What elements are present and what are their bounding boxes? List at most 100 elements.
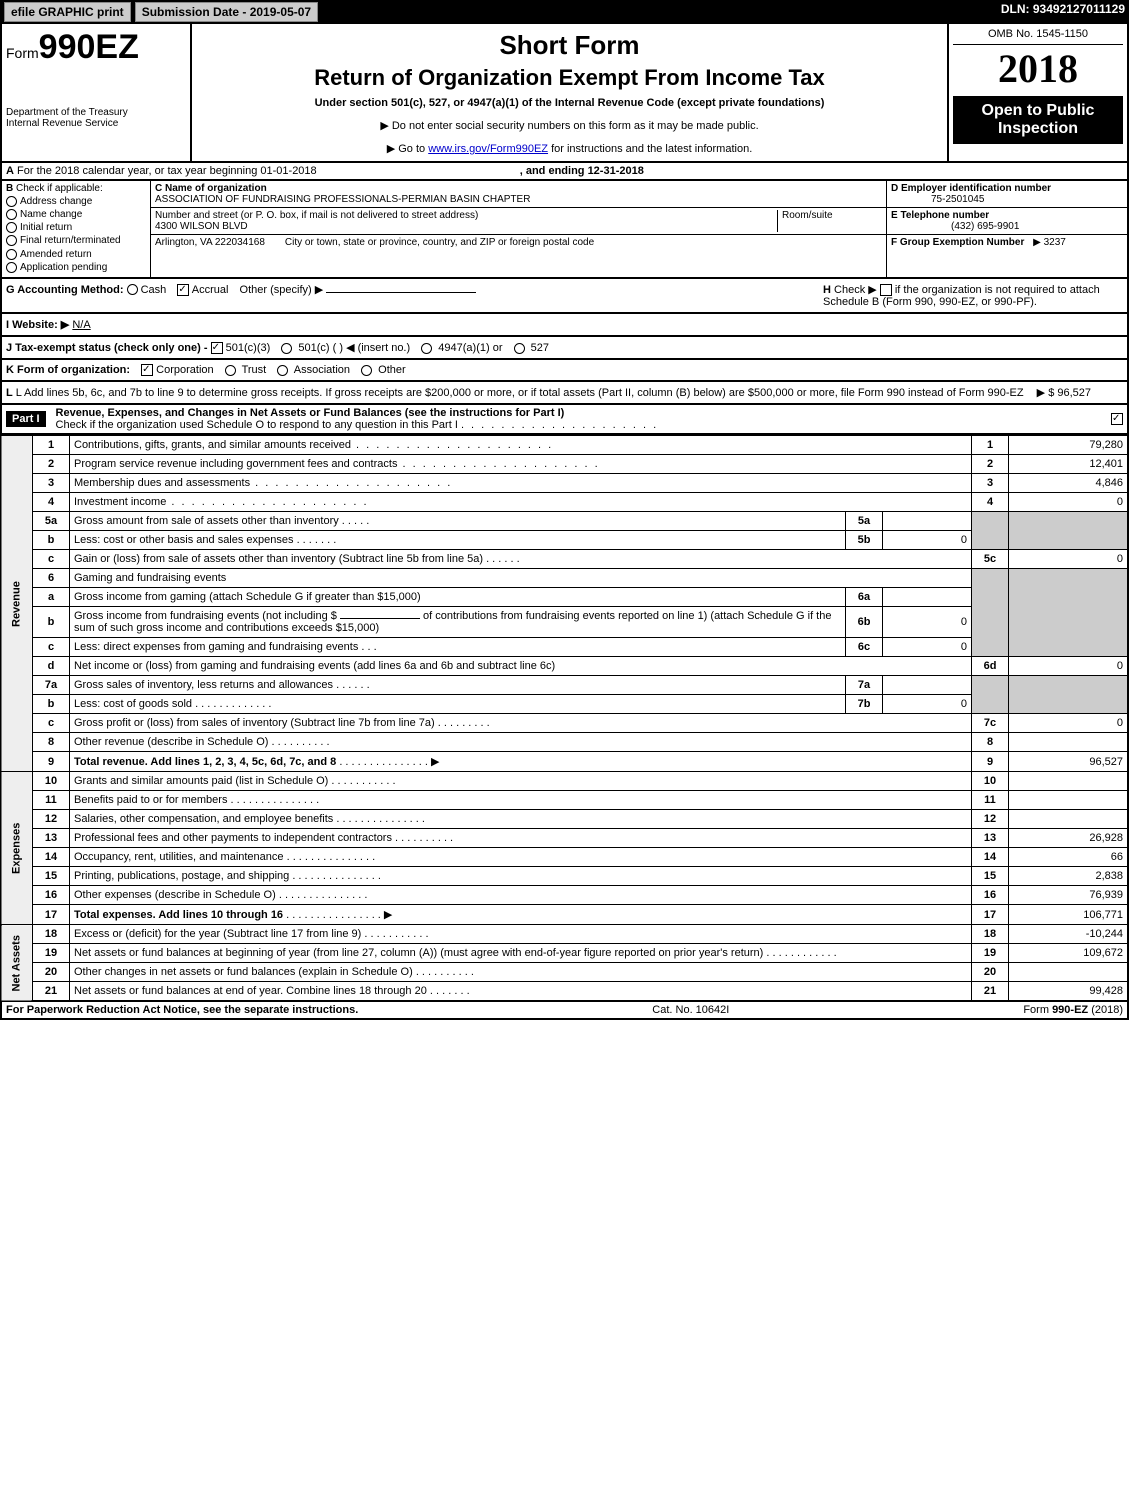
line10-num: 10 bbox=[33, 772, 70, 791]
line3-amount: 4,846 bbox=[1009, 474, 1129, 493]
line6a-sub: 6a bbox=[846, 588, 883, 607]
line6-shaded-amt bbox=[1009, 569, 1129, 657]
line16-num: 16 bbox=[33, 886, 70, 905]
irs-link[interactable]: www.irs.gov/Form990EZ bbox=[428, 143, 548, 155]
form-prefix: Form bbox=[6, 45, 39, 61]
chk-trust[interactable] bbox=[225, 365, 236, 376]
line11-num: 11 bbox=[33, 791, 70, 810]
chk-address-change[interactable]: Address change bbox=[6, 196, 146, 207]
line20-amount bbox=[1009, 963, 1129, 982]
col-b-mid: C Name of organization ASSOCIATION OF FU… bbox=[151, 181, 886, 277]
chk-527[interactable] bbox=[514, 343, 525, 354]
line5ab-shaded bbox=[972, 512, 1009, 550]
line11-box: 11 bbox=[972, 791, 1009, 810]
chk-final-return[interactable]: Final return/terminated bbox=[6, 235, 146, 246]
table-row: c Gain or (loss) from sale of assets oth… bbox=[1, 550, 1128, 569]
part1-checkbox[interactable] bbox=[1111, 413, 1123, 425]
table-row: 19 Net assets or fund balances at beginn… bbox=[1, 944, 1128, 963]
goto-post: for instructions and the latest informat… bbox=[548, 143, 752, 155]
line12-num: 12 bbox=[33, 810, 70, 829]
table-row: a Gross income from gaming (attach Sched… bbox=[1, 588, 1128, 607]
radio-cash[interactable] bbox=[127, 284, 138, 295]
submission-date-button[interactable]: Submission Date - 2019-05-07 bbox=[135, 2, 318, 22]
line6d-box: 6d bbox=[972, 657, 1009, 676]
line7c-box: 7c bbox=[972, 714, 1009, 733]
table-row: 8 Other revenue (describe in Schedule O)… bbox=[1, 733, 1128, 752]
chk-initial-return[interactable]: Initial return bbox=[6, 222, 146, 233]
row-l: L L Add lines 5b, 6c, and 7b to line 9 t… bbox=[0, 382, 1129, 405]
opt-501c: 501(c) ( ) ◀ (insert no.) bbox=[298, 342, 410, 354]
line6a-num: a bbox=[33, 588, 70, 607]
h-checkbox[interactable] bbox=[880, 284, 892, 296]
k-label: K Form of organization: bbox=[6, 364, 130, 376]
line3-num: 3 bbox=[33, 474, 70, 493]
dln-label: DLN: 93492127011129 bbox=[1001, 2, 1125, 22]
chk-4947[interactable] bbox=[421, 343, 432, 354]
table-row: Expenses 10 Grants and similar amounts p… bbox=[1, 772, 1128, 791]
line6a-subval bbox=[883, 588, 972, 607]
header-left: Form990EZ Department of the Treasury Int… bbox=[2, 24, 192, 161]
opt-4947: 4947(a)(1) or bbox=[438, 342, 502, 354]
line14-amount: 66 bbox=[1009, 848, 1129, 867]
table-row: 5a Gross amount from sale of assets othe… bbox=[1, 512, 1128, 531]
line18-amount: -10,244 bbox=[1009, 925, 1129, 944]
chk-corporation[interactable] bbox=[141, 364, 153, 376]
line4-amount: 0 bbox=[1009, 493, 1129, 512]
line7a-subval bbox=[883, 676, 972, 695]
line4-desc: Investment income bbox=[74, 496, 166, 508]
line6b-sub: 6b bbox=[846, 607, 883, 638]
header-right: OMB No. 1545-1150 2018 Open to Public In… bbox=[949, 24, 1127, 161]
row-j: J Tax-exempt status (check only one) - 5… bbox=[0, 337, 1129, 360]
line9-amount: 96,527 bbox=[1009, 752, 1129, 772]
open-line2: Inspection bbox=[955, 120, 1121, 138]
line6-shaded bbox=[972, 569, 1009, 657]
line8-amount bbox=[1009, 733, 1129, 752]
table-row: 2 Program service revenue including gove… bbox=[1, 455, 1128, 474]
line6b-blank[interactable] bbox=[340, 618, 420, 619]
line10-amount bbox=[1009, 772, 1129, 791]
chk-amended-return[interactable]: Amended return bbox=[6, 249, 146, 260]
city-state: Arlington, VA 222034168 bbox=[155, 237, 265, 248]
table-row: 17 Total expenses. Add lines 10 through … bbox=[1, 905, 1128, 925]
line8-desc: Other revenue (describe in Schedule O) bbox=[74, 736, 268, 748]
accrual-label: Accrual bbox=[192, 284, 229, 296]
line5b-sub: 5b bbox=[846, 531, 883, 550]
line7a-num: 7a bbox=[33, 676, 70, 695]
chk-association[interactable] bbox=[277, 365, 288, 376]
radio-accrual[interactable] bbox=[177, 284, 189, 296]
open-public-badge: Open to Public Inspection bbox=[953, 96, 1123, 144]
goto-pre: ▶ Go to bbox=[387, 143, 428, 155]
row-a-ending: , and ending 12-31-2018 bbox=[520, 165, 644, 177]
line6b-subval: 0 bbox=[883, 607, 972, 638]
line9-box: 9 bbox=[972, 752, 1009, 772]
row-a-text: For the 2018 calendar year, or tax year … bbox=[17, 165, 317, 177]
i-label: I Website: ▶ bbox=[6, 319, 69, 331]
chk-501c3[interactable] bbox=[211, 342, 223, 354]
line14-box: 14 bbox=[972, 848, 1009, 867]
line19-amount: 109,672 bbox=[1009, 944, 1129, 963]
line8-num: 8 bbox=[33, 733, 70, 752]
line19-desc: Net assets or fund balances at beginning… bbox=[74, 947, 763, 959]
f-label: F Group Exemption Number bbox=[891, 237, 1024, 248]
footer-left: For Paperwork Reduction Act Notice, see … bbox=[6, 1004, 358, 1016]
line17-num: 17 bbox=[33, 905, 70, 925]
line21-amount: 99,428 bbox=[1009, 982, 1129, 1002]
chk-application-pending[interactable]: Application pending bbox=[6, 262, 146, 273]
return-title: Return of Organization Exempt From Incom… bbox=[198, 65, 941, 91]
chk-501c[interactable] bbox=[281, 343, 292, 354]
line19-num: 19 bbox=[33, 944, 70, 963]
line11-desc: Benefits paid to or for members bbox=[74, 794, 227, 806]
efile-print-button[interactable]: efile GRAPHIC print bbox=[4, 2, 131, 22]
header-mid: Short Form Return of Organization Exempt… bbox=[192, 24, 949, 161]
line7a-desc: Gross sales of inventory, less returns a… bbox=[74, 679, 333, 691]
line7b-sub: 7b bbox=[846, 695, 883, 714]
chk-name-change[interactable]: Name change bbox=[6, 209, 146, 220]
line16-box: 16 bbox=[972, 886, 1009, 905]
part1-title: Revenue, Expenses, and Changes in Net As… bbox=[56, 407, 565, 419]
chk-other-org[interactable] bbox=[361, 365, 372, 376]
other-specify-input[interactable] bbox=[326, 292, 476, 293]
row-g: G Accounting Method: Cash Accrual Other … bbox=[0, 279, 1129, 314]
line20-num: 20 bbox=[33, 963, 70, 982]
row-k: K Form of organization: Corporation Trus… bbox=[0, 360, 1129, 382]
line19-box: 19 bbox=[972, 944, 1009, 963]
